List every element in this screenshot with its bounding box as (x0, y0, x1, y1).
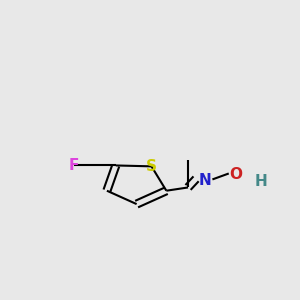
Text: F: F (69, 158, 80, 173)
Text: S: S (146, 159, 157, 174)
Text: O: O (230, 167, 243, 182)
Text: N: N (199, 173, 212, 188)
Text: H: H (255, 174, 268, 189)
